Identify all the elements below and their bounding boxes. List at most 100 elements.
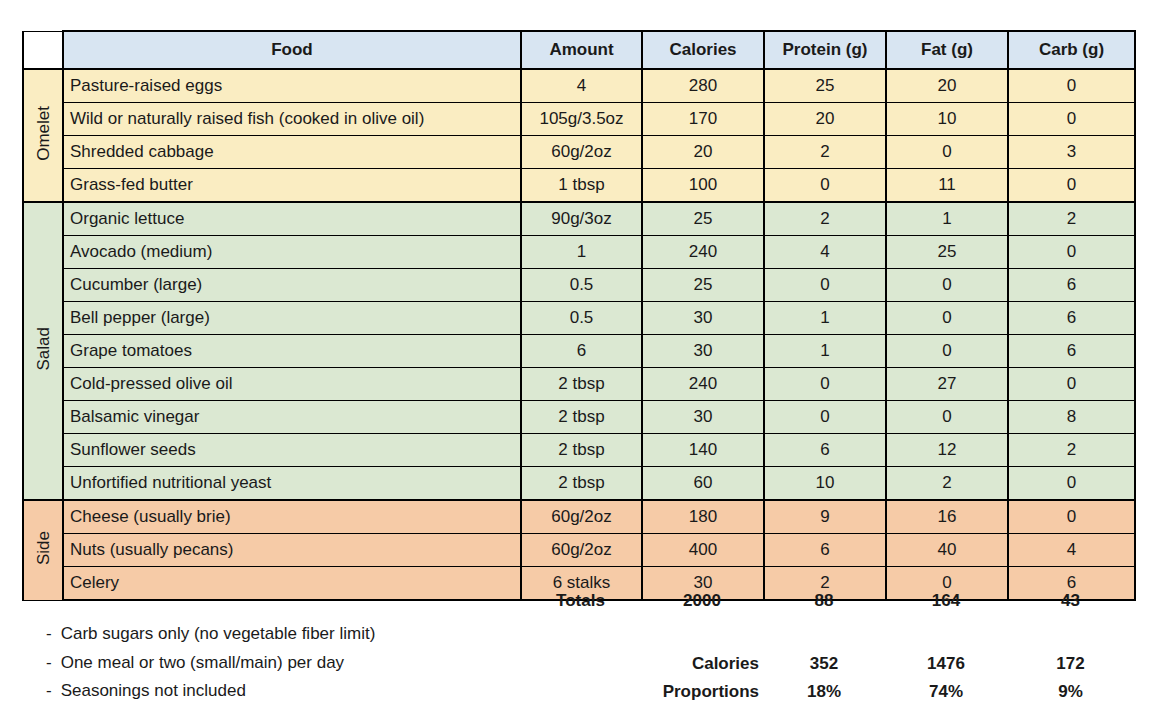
food-cell: Unfortified nutritional yeast [63, 467, 521, 501]
fat-cell: 0 [886, 302, 1008, 335]
protein-cell: 9 [764, 500, 886, 534]
food-cell: Avocado (medium) [63, 236, 521, 269]
amount-cell: 1 [521, 236, 642, 269]
table-row: Cucumber (large) 0.5 25 0 0 6 [23, 269, 1135, 302]
protein-cell: 0 [764, 368, 886, 401]
carb-cell: 4 [1008, 534, 1135, 567]
col-header-food: Food [63, 31, 521, 69]
dash-bullet: - [46, 681, 52, 701]
footnote-text: Carb sugars only (no vegetable fiber lim… [61, 624, 376, 644]
food-cell: Pasture-raised eggs [63, 69, 521, 103]
table-row: Side Cheese (usually brie) 60g/2oz 180 9… [23, 500, 1135, 534]
food-cell: Grape tomatoes [63, 335, 521, 368]
calories-cell: 30 [642, 335, 764, 368]
protein-cell: 6 [764, 434, 886, 467]
dash-bullet: - [46, 653, 52, 673]
protein-cell: 25 [764, 69, 886, 103]
amount-cell: 60g/2oz [521, 136, 642, 169]
table-row: Cold-pressed olive oil 2 tbsp 240 0 27 0 [23, 368, 1135, 401]
calories-cell: 25 [642, 269, 764, 302]
calories-cell: 280 [642, 69, 764, 103]
carb-cell: 2 [1008, 202, 1135, 236]
food-cell: Cucumber (large) [63, 269, 521, 302]
carb-cell: 0 [1008, 500, 1135, 534]
amount-cell: 6 [521, 335, 642, 368]
calories-cell: 240 [642, 368, 764, 401]
amount-cell: 4 [521, 69, 642, 103]
calories-carb-value: 172 [1007, 650, 1134, 678]
protein-cell: 1 [764, 335, 886, 368]
food-cell: Balsamic vinegar [63, 401, 521, 434]
group-label-side: Side [23, 500, 63, 600]
table-row: Balsamic vinegar 2 tbsp 30 0 0 8 [23, 401, 1135, 434]
fat-cell: 25 [886, 236, 1008, 269]
carb-cell: 8 [1008, 401, 1135, 434]
protein-cell: 0 [764, 169, 886, 203]
protein-cell: 20 [764, 103, 886, 136]
footnote-text: Seasonings not included [61, 681, 246, 701]
food-cell: Bell pepper (large) [63, 302, 521, 335]
col-header-amount: Amount [521, 31, 642, 69]
footnote: - Carb sugars only (no vegetable fiber l… [46, 620, 375, 649]
carb-cell: 6 [1008, 302, 1135, 335]
calories-cell: 400 [642, 534, 764, 567]
fat-cell: 1 [886, 202, 1008, 236]
protein-cell: 4 [764, 236, 886, 269]
totals-calories: 2000 [641, 588, 763, 614]
protein-cell: 2 [764, 136, 886, 169]
table-row: Bell pepper (large) 0.5 30 1 0 6 [23, 302, 1135, 335]
table-row: Nuts (usually pecans) 60g/2oz 400 6 40 4 [23, 534, 1135, 567]
amount-cell: 0.5 [521, 302, 642, 335]
food-cell: Cheese (usually brie) [63, 500, 521, 534]
table-row: Avocado (medium) 1 240 4 25 0 [23, 236, 1135, 269]
col-header-fat: Fat (g) [886, 31, 1008, 69]
fat-cell: 2 [886, 467, 1008, 501]
footnote: - One meal or two (small/main) per day [46, 649, 375, 678]
amount-cell: 2 tbsp [521, 467, 642, 501]
table-row: Shredded cabbage 60g/2oz 20 2 0 3 [23, 136, 1135, 169]
amount-cell: 1 tbsp [521, 169, 642, 203]
protein-cell: 0 [764, 401, 886, 434]
table-row: Salad Organic lettuce 90g/3oz 25 2 1 2 [23, 202, 1135, 236]
amount-cell: 105g/3.5oz [521, 103, 642, 136]
fat-cell: 0 [886, 269, 1008, 302]
calories-cell: 30 [642, 302, 764, 335]
carb-cell: 0 [1008, 236, 1135, 269]
calories-cell: 30 [642, 401, 764, 434]
amount-cell: 60g/2oz [521, 500, 642, 534]
protein-cell: 0 [764, 269, 886, 302]
footnotes: - Carb sugars only (no vegetable fiber l… [46, 620, 375, 706]
food-cell: Wild or naturally raised fish (cooked in… [63, 103, 521, 136]
fat-cell: 40 [886, 534, 1008, 567]
fat-cell: 0 [886, 136, 1008, 169]
carb-cell: 6 [1008, 269, 1135, 302]
carb-cell: 0 [1008, 169, 1135, 203]
carb-cell: 0 [1008, 103, 1135, 136]
group-label-salad: Salad [23, 202, 63, 500]
calories-cell: 60 [642, 467, 764, 501]
calories-cell: 100 [642, 169, 764, 203]
fat-cell: 11 [886, 169, 1008, 203]
protein-cell: 10 [764, 467, 886, 501]
table-row: Omelet Pasture-raised eggs 4 280 25 20 0 [23, 69, 1135, 103]
proportions-carb-value: 9% [1007, 678, 1134, 706]
dash-bullet: - [46, 624, 52, 644]
table-row: Grass-fed butter 1 tbsp 100 0 11 0 [23, 169, 1135, 203]
totals-protein: 88 [763, 588, 885, 614]
table-row: Unfortified nutritional yeast 2 tbsp 60 … [23, 467, 1135, 501]
food-cell: Grass-fed butter [63, 169, 521, 203]
totals-row: Totals 2000 88 164 43 [22, 588, 1134, 614]
fat-cell: 0 [886, 401, 1008, 434]
calories-cell: 170 [642, 103, 764, 136]
proportions-summary-label: Proportions [520, 678, 763, 706]
table-row: Sunflower seeds 2 tbsp 140 6 12 2 [23, 434, 1135, 467]
carb-cell: 0 [1008, 69, 1135, 103]
food-cell: Organic lettuce [63, 202, 521, 236]
calories-cell: 140 [642, 434, 764, 467]
meal-plan-document: Food Amount Calories Protein (g) Fat (g)… [0, 0, 1149, 720]
col-header-calories: Calories [642, 31, 764, 69]
corner-cell [23, 31, 63, 69]
totals-fat: 164 [885, 588, 1007, 614]
col-header-carb: Carb (g) [1008, 31, 1135, 69]
proportions-fat-value: 74% [885, 678, 1007, 706]
